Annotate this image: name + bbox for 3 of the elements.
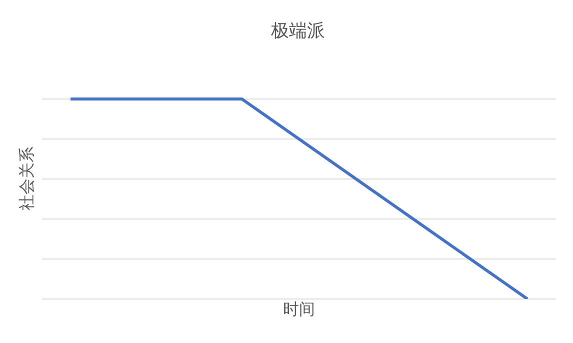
x-axis-title: 时间 (283, 300, 315, 319)
y-axis-title: 社会关系 (16, 146, 36, 210)
chart-title: 极端派 (270, 20, 325, 42)
